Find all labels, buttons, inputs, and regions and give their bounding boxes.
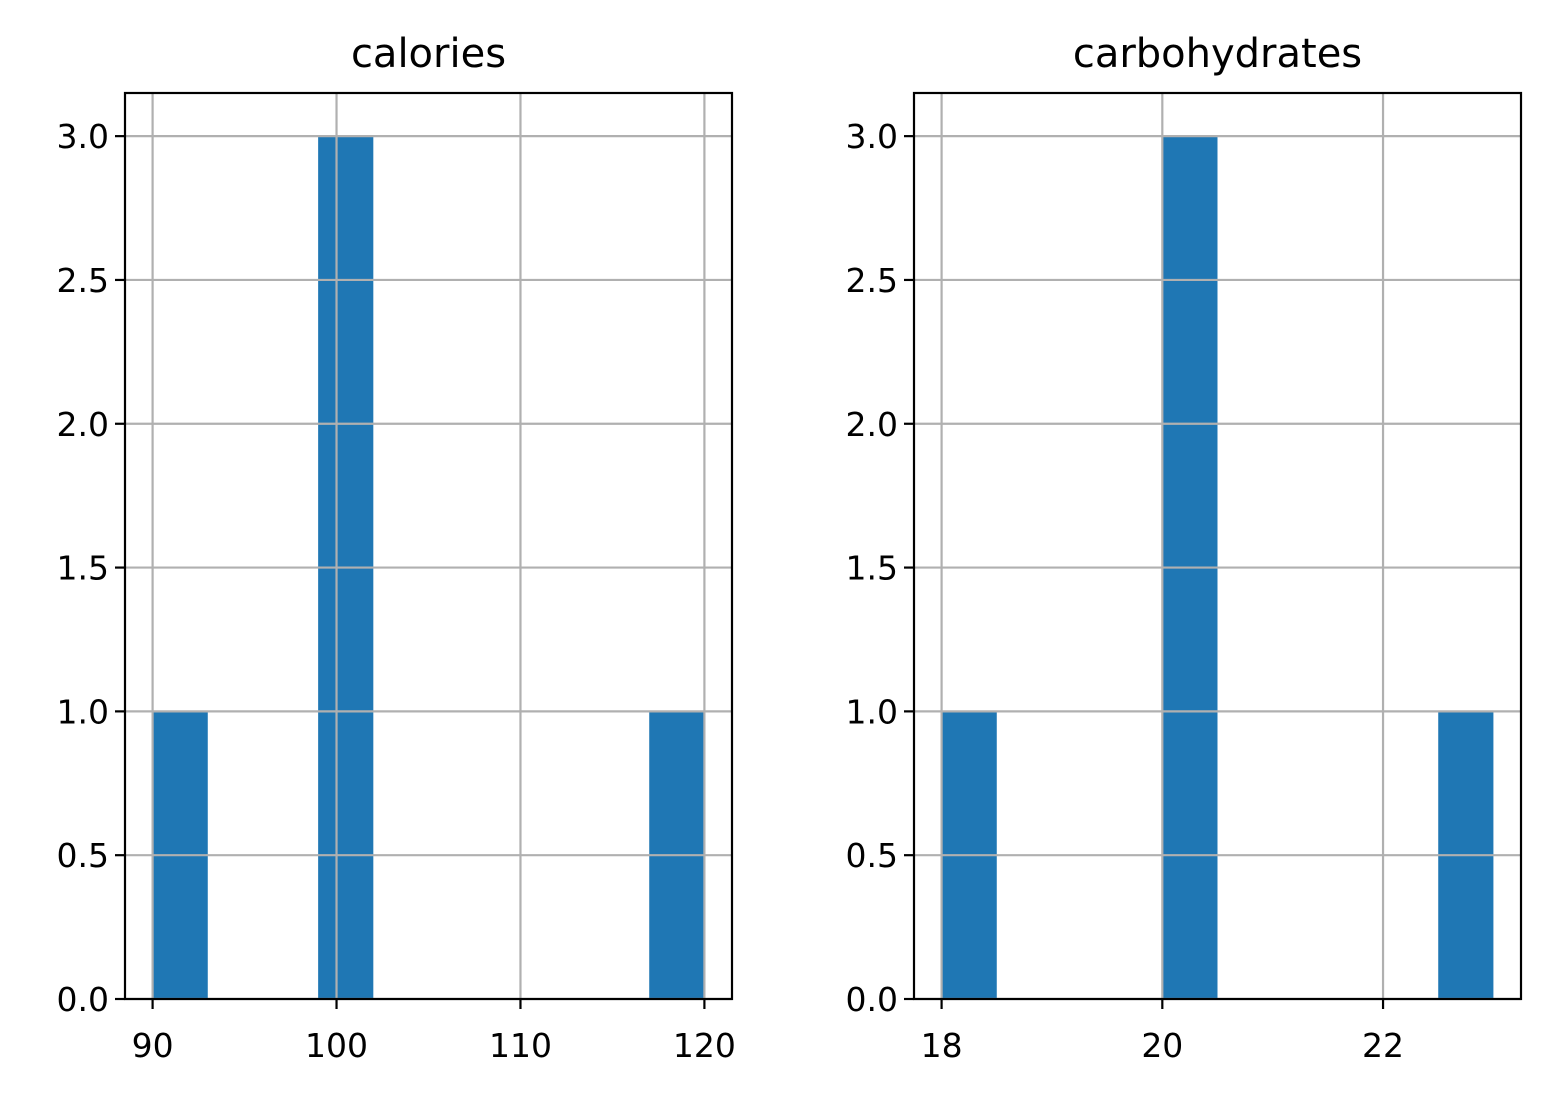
carbohydrates-y-tick-label: 2.5 [846, 261, 898, 300]
calories-y-tick-label: 2.5 [57, 261, 109, 300]
calories-x-tick-label: 100 [305, 1026, 368, 1065]
calories-y-tick-label: 0.5 [57, 836, 109, 875]
carbohydrates-y-tick-label: 1.0 [846, 692, 898, 731]
calories-y-tick-label: 0.0 [57, 980, 109, 1019]
calories-histogram-panel: 90 100 110 120 0.0 0.5 1.0 1.5 2.0 2.5 3.0 calories [57, 31, 736, 1065]
calories-x-tick-label: 110 [489, 1026, 552, 1065]
carbohydrates-y-tick-label: 0.0 [846, 980, 898, 1019]
calories-x-tick-label: 90 [132, 1026, 174, 1065]
calories-chart-title: calories [351, 31, 506, 77]
carbohydrates-x-tick-label: 20 [1141, 1026, 1183, 1065]
carbohydrates-y-tick-label: 2.0 [846, 405, 898, 444]
carbohydrates-x-tick-label: 22 [1362, 1026, 1404, 1065]
calories-y-tick-label: 1.0 [57, 692, 109, 731]
carbohydrates-histogram-panel: 18 20 22 0.0 0.5 1.0 1.5 2.0 2.5 3.0 carbohydrates [846, 31, 1523, 1065]
carbohydrates-y-tick-label: 3.0 [846, 117, 898, 156]
calories-x-tick-label: 120 [673, 1026, 736, 1065]
calories-y-tick-label: 3.0 [57, 117, 109, 156]
carbohydrates-chart-title: carbohydrates [1073, 31, 1362, 77]
calories-y-tick-label: 1.5 [57, 549, 109, 588]
calories-axes-frame [123, 91, 734, 1001]
carbohydrates-y-tick-label: 0.5 [846, 836, 898, 875]
carbohydrates-x-tick-label: 18 [921, 1026, 963, 1065]
carbohydrates-y-tick-label: 1.5 [846, 549, 898, 588]
calories-y-tick-label: 2.0 [57, 405, 109, 444]
carbohydrates-axes-frame [912, 91, 1523, 1001]
